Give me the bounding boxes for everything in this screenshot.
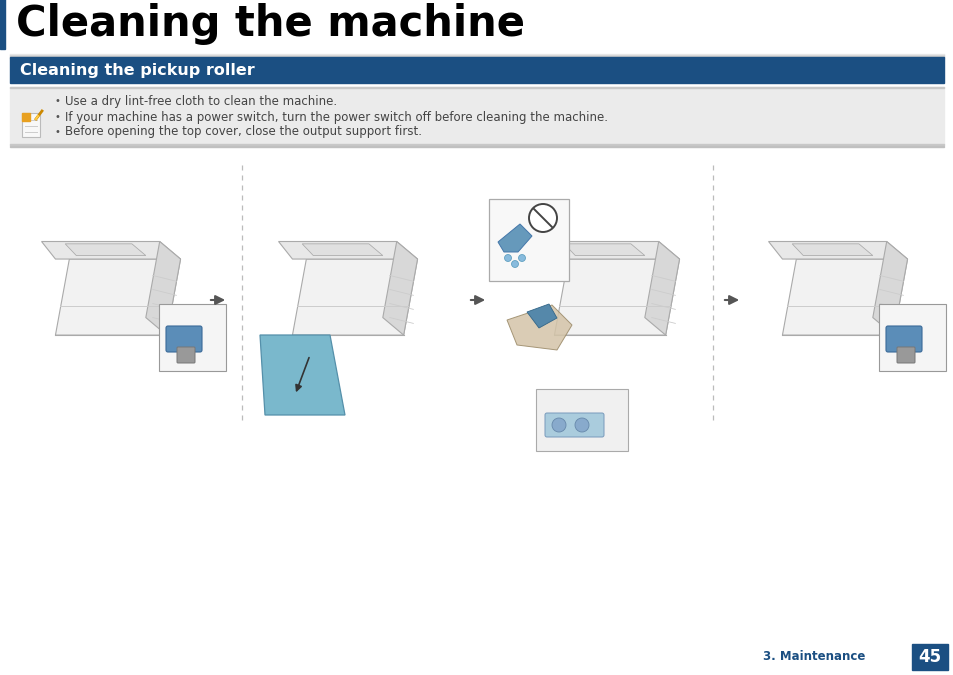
FancyBboxPatch shape <box>544 413 603 437</box>
Circle shape <box>552 418 565 432</box>
FancyBboxPatch shape <box>885 326 921 352</box>
Text: 45: 45 <box>918 648 941 666</box>
Circle shape <box>511 261 518 267</box>
Polygon shape <box>791 244 872 256</box>
FancyBboxPatch shape <box>896 347 914 363</box>
FancyBboxPatch shape <box>22 113 40 137</box>
Bar <box>10 86 943 88</box>
Polygon shape <box>526 304 557 328</box>
FancyBboxPatch shape <box>536 389 627 451</box>
Text: •: • <box>55 112 61 122</box>
FancyBboxPatch shape <box>159 304 226 371</box>
Polygon shape <box>644 242 679 335</box>
Polygon shape <box>260 335 345 415</box>
Bar <box>10 144 943 145</box>
Bar <box>22 113 30 121</box>
Text: •: • <box>55 127 61 137</box>
Bar <box>10 57 943 83</box>
Bar <box>0 0 5 49</box>
Text: •: • <box>55 96 61 106</box>
Circle shape <box>529 204 557 232</box>
Bar <box>10 87 943 145</box>
Polygon shape <box>55 259 180 335</box>
Text: Cleaning the pickup roller: Cleaning the pickup roller <box>20 63 254 78</box>
FancyBboxPatch shape <box>878 304 945 371</box>
Polygon shape <box>554 259 679 335</box>
Polygon shape <box>293 259 417 335</box>
Polygon shape <box>768 242 906 259</box>
Polygon shape <box>65 244 146 256</box>
Text: 3. Maintenance: 3. Maintenance <box>761 651 864 664</box>
Text: Use a dry lint-free cloth to clean the machine.: Use a dry lint-free cloth to clean the m… <box>65 95 336 107</box>
Text: If your machine has a power switch, turn the power switch off before cleaning th: If your machine has a power switch, turn… <box>65 111 607 124</box>
Polygon shape <box>278 242 417 259</box>
Polygon shape <box>382 242 417 335</box>
Polygon shape <box>146 242 180 335</box>
Text: Cleaning the machine: Cleaning the machine <box>16 3 524 45</box>
Text: Before opening the top cover, close the output support first.: Before opening the top cover, close the … <box>65 126 421 138</box>
Circle shape <box>518 254 525 261</box>
Bar <box>911 644 947 670</box>
Polygon shape <box>497 224 532 252</box>
Polygon shape <box>872 242 906 335</box>
Polygon shape <box>563 244 644 256</box>
Circle shape <box>575 418 588 432</box>
Circle shape <box>504 254 511 261</box>
Polygon shape <box>506 305 572 350</box>
Polygon shape <box>42 242 180 259</box>
Polygon shape <box>540 242 679 259</box>
FancyBboxPatch shape <box>489 199 568 281</box>
FancyBboxPatch shape <box>177 347 194 363</box>
Polygon shape <box>302 244 382 256</box>
Bar <box>10 146 943 147</box>
Polygon shape <box>781 259 906 335</box>
FancyBboxPatch shape <box>166 326 202 352</box>
